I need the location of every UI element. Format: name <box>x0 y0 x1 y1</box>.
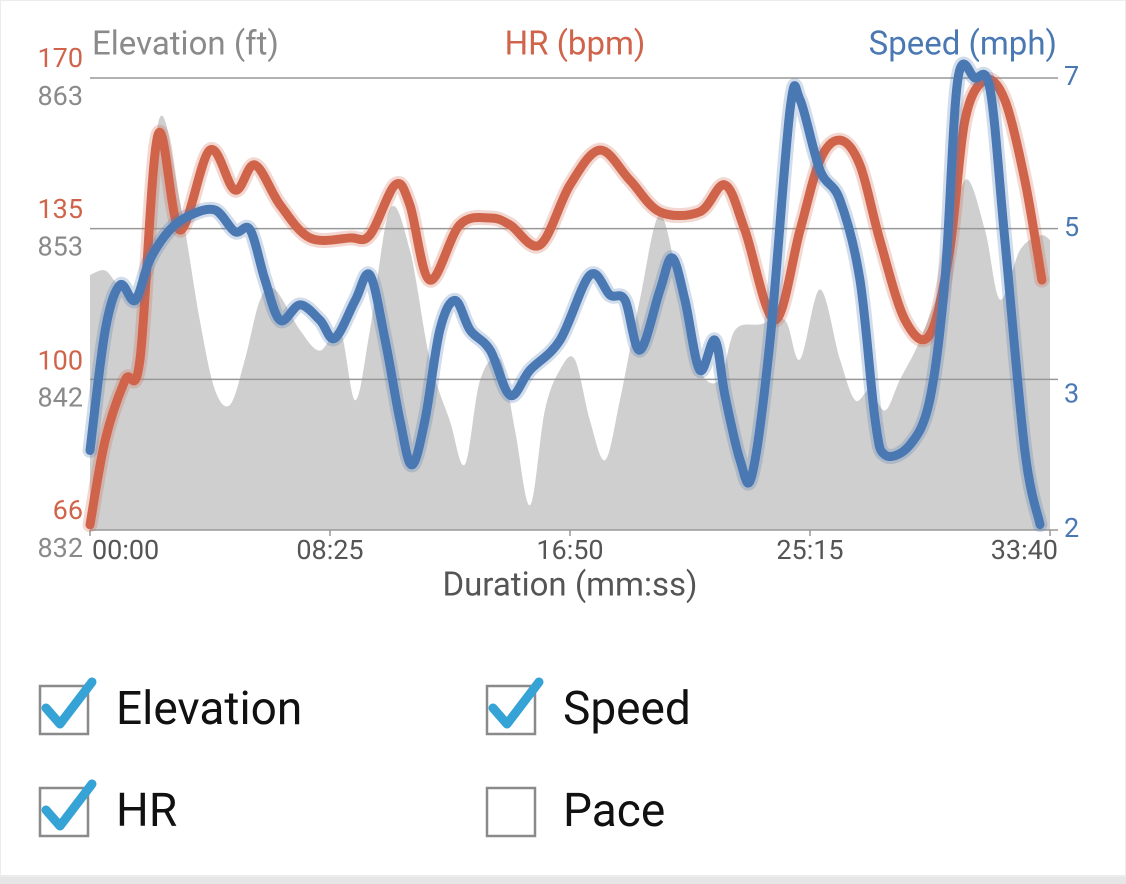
hr-line <box>85 74 1047 530</box>
checkmark <box>41 677 97 729</box>
hr-tick-label: 135 <box>37 193 83 225</box>
checkbox-label[interactable]: HR <box>116 784 177 838</box>
checkbox[interactable]: Elevation <box>38 677 302 736</box>
x-tick-label: 33:40 <box>991 534 1058 566</box>
hr-tick-label: 170 <box>37 42 83 74</box>
x-tick-label: 16:50 <box>536 534 603 566</box>
checkbox-label[interactable]: Elevation <box>116 682 302 736</box>
hr-tick-label: 66 <box>53 494 83 526</box>
checkbox[interactable]: HR <box>38 779 177 838</box>
x-tick-label: 25:15 <box>776 534 843 566</box>
elevation-axis-title: Elevation (ft) <box>92 25 279 64</box>
checkbox[interactable]: Speed <box>485 677 691 736</box>
checkmark <box>41 779 97 831</box>
speed-tick-label: 2 <box>1064 512 1079 544</box>
checkbox-box[interactable] <box>485 786 537 838</box>
speed-tick-label: 5 <box>1064 211 1079 243</box>
x-axis-title: Duration (mm:ss) <box>442 566 697 605</box>
checkmark <box>488 677 544 729</box>
speed-tick-label: 7 <box>1064 60 1079 92</box>
bottom-bar <box>0 876 1126 884</box>
hr-axis-title: HR (bpm) <box>505 25 646 64</box>
speed-axis-title: Speed (mph) <box>869 25 1057 64</box>
speed-tick-label: 3 <box>1064 377 1079 409</box>
checkbox[interactable]: Pace <box>485 784 665 838</box>
chart: 832 842 853 863 66 100 135 170 2 3 5 7 00:00 08:25 16:… <box>37 25 1079 605</box>
x-tick-label: 08:25 <box>296 534 363 566</box>
speed-line <box>85 59 1045 530</box>
hr-tick-label: 100 <box>37 345 83 377</box>
x-tick-label: 00:00 <box>92 534 159 566</box>
y-tick-label: 863 <box>37 80 83 112</box>
y-tick-label: 842 <box>37 382 83 414</box>
y-tick-label: 853 <box>37 231 83 263</box>
checkbox-group: Elevation Speed HR Pace <box>38 677 691 838</box>
checkbox-label[interactable]: Pace <box>563 784 665 838</box>
checkbox-label[interactable]: Speed <box>563 682 691 736</box>
elevation-area <box>90 115 1050 531</box>
y-tick-label: 832 <box>37 532 83 564</box>
